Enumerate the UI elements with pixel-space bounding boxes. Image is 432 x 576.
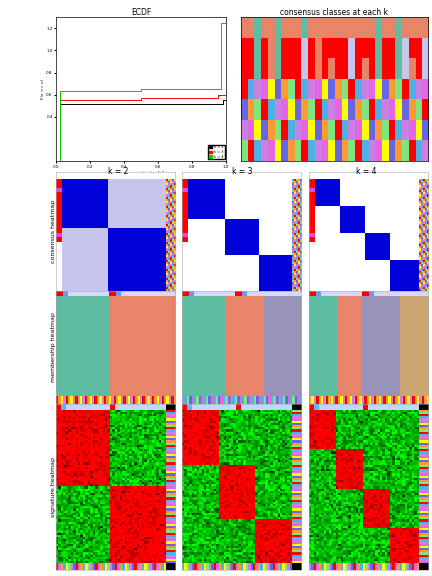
Title: ECDF: ECDF (131, 7, 151, 17)
Y-axis label: consensus heatmap: consensus heatmap (51, 200, 56, 263)
Title: consensus classes at each k: consensus classes at each k (280, 7, 388, 17)
Text: k = 4: k = 4 (356, 166, 376, 176)
Legend: k = 2, k = 3, k = 4: k = 2, k = 3, k = 4 (208, 145, 225, 160)
Y-axis label: membership heatmap: membership heatmap (51, 312, 56, 382)
Y-axis label: F(x <= x): F(x <= x) (41, 79, 45, 99)
Text: k = 3: k = 3 (232, 166, 252, 176)
Text: k = 2: k = 2 (108, 166, 128, 176)
Y-axis label: signature heatmap: signature heatmap (51, 457, 56, 517)
X-axis label: consensus k value [x]: consensus k value [x] (119, 170, 164, 174)
